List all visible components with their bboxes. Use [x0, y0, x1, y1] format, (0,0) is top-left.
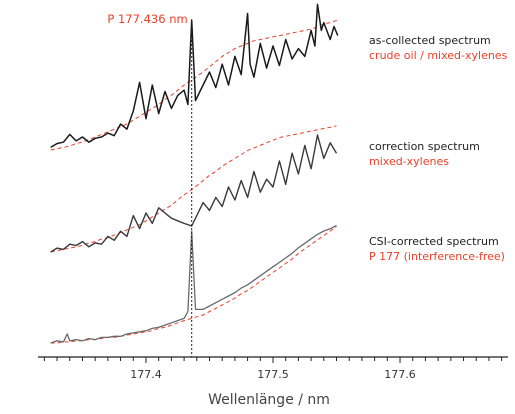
- legend-subtitle: crude oil / mixed-xylenes: [369, 49, 508, 62]
- legend-title: correction spectrum: [369, 140, 480, 153]
- legend-title: CSI-corrected spectrum: [369, 235, 499, 248]
- legend-subtitle: P 177 (interference-free): [369, 250, 505, 263]
- spectrum-line: [50, 224, 337, 344]
- series-3: [50, 224, 337, 344]
- legend-subtitle: mixed-xylenes: [369, 155, 449, 168]
- x-tick-label: 177.5: [257, 368, 289, 381]
- baseline-fit-line: [50, 19, 338, 151]
- peak-marker: P 177.436 nm: [107, 12, 193, 357]
- series-group: [50, 3, 339, 344]
- x-tick-label: 177.6: [384, 368, 416, 381]
- series-2: [50, 125, 338, 253]
- baseline-fit-line: [50, 125, 337, 253]
- legend: as-collected spectrum crude oil / mixed-x…: [369, 34, 508, 263]
- spectrum-line: [50, 3, 339, 149]
- x-axis: 177.4 177.5 177.6 Wellenlänge / nm: [38, 356, 508, 408]
- series-1: [50, 3, 339, 151]
- peak-marker-label: P 177.436 nm: [107, 12, 187, 26]
- x-tick-label: 177.4: [130, 368, 162, 381]
- x-axis-label: Wellenlänge / nm: [208, 392, 330, 408]
- legend-title: as-collected spectrum: [369, 34, 491, 47]
- spectrum-line: [50, 134, 338, 253]
